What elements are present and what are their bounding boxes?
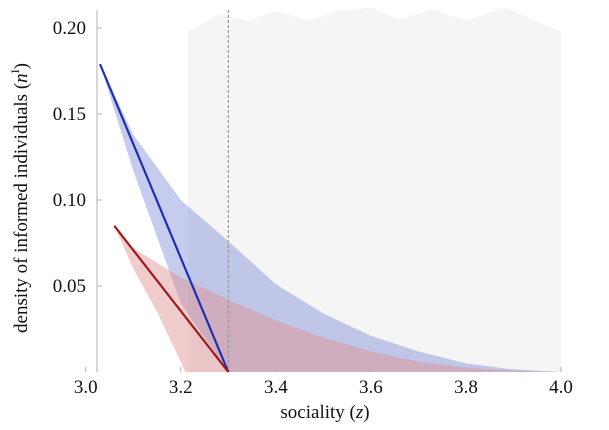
x-tick-label: 4.0	[549, 377, 573, 398]
background-band	[187, 7, 561, 373]
x-tick-label: 3.2	[169, 377, 193, 398]
x-tick-label: 3.0	[74, 377, 98, 398]
confidence-band-layer	[100, 64, 562, 373]
x-tick-label: 3.8	[454, 377, 478, 398]
series-1-line	[99, 63, 230, 373]
series-2-line	[113, 225, 230, 373]
series-line-layer	[99, 63, 230, 373]
series-1-band	[100, 64, 562, 373]
tick-layer: 0.05 0.10 0.15 0.20 3.0 3.2 3.4 3.6 3.8 4.0	[53, 18, 573, 398]
y-tick-label: 0.10	[53, 190, 86, 211]
series-2-band	[114, 225, 562, 372]
background-band-layer	[187, 7, 561, 373]
y-axis-label: density of informed individuals (nI)	[8, 63, 32, 333]
y-tick-label: 0.20	[53, 18, 86, 39]
x-tick-label: 3.4	[264, 377, 288, 398]
y-tick-label: 0.15	[53, 104, 86, 125]
x-tick-label: 3.6	[359, 377, 383, 398]
x-axis-label: sociality (z)	[280, 402, 369, 423]
y-tick-label: 0.05	[53, 276, 86, 297]
